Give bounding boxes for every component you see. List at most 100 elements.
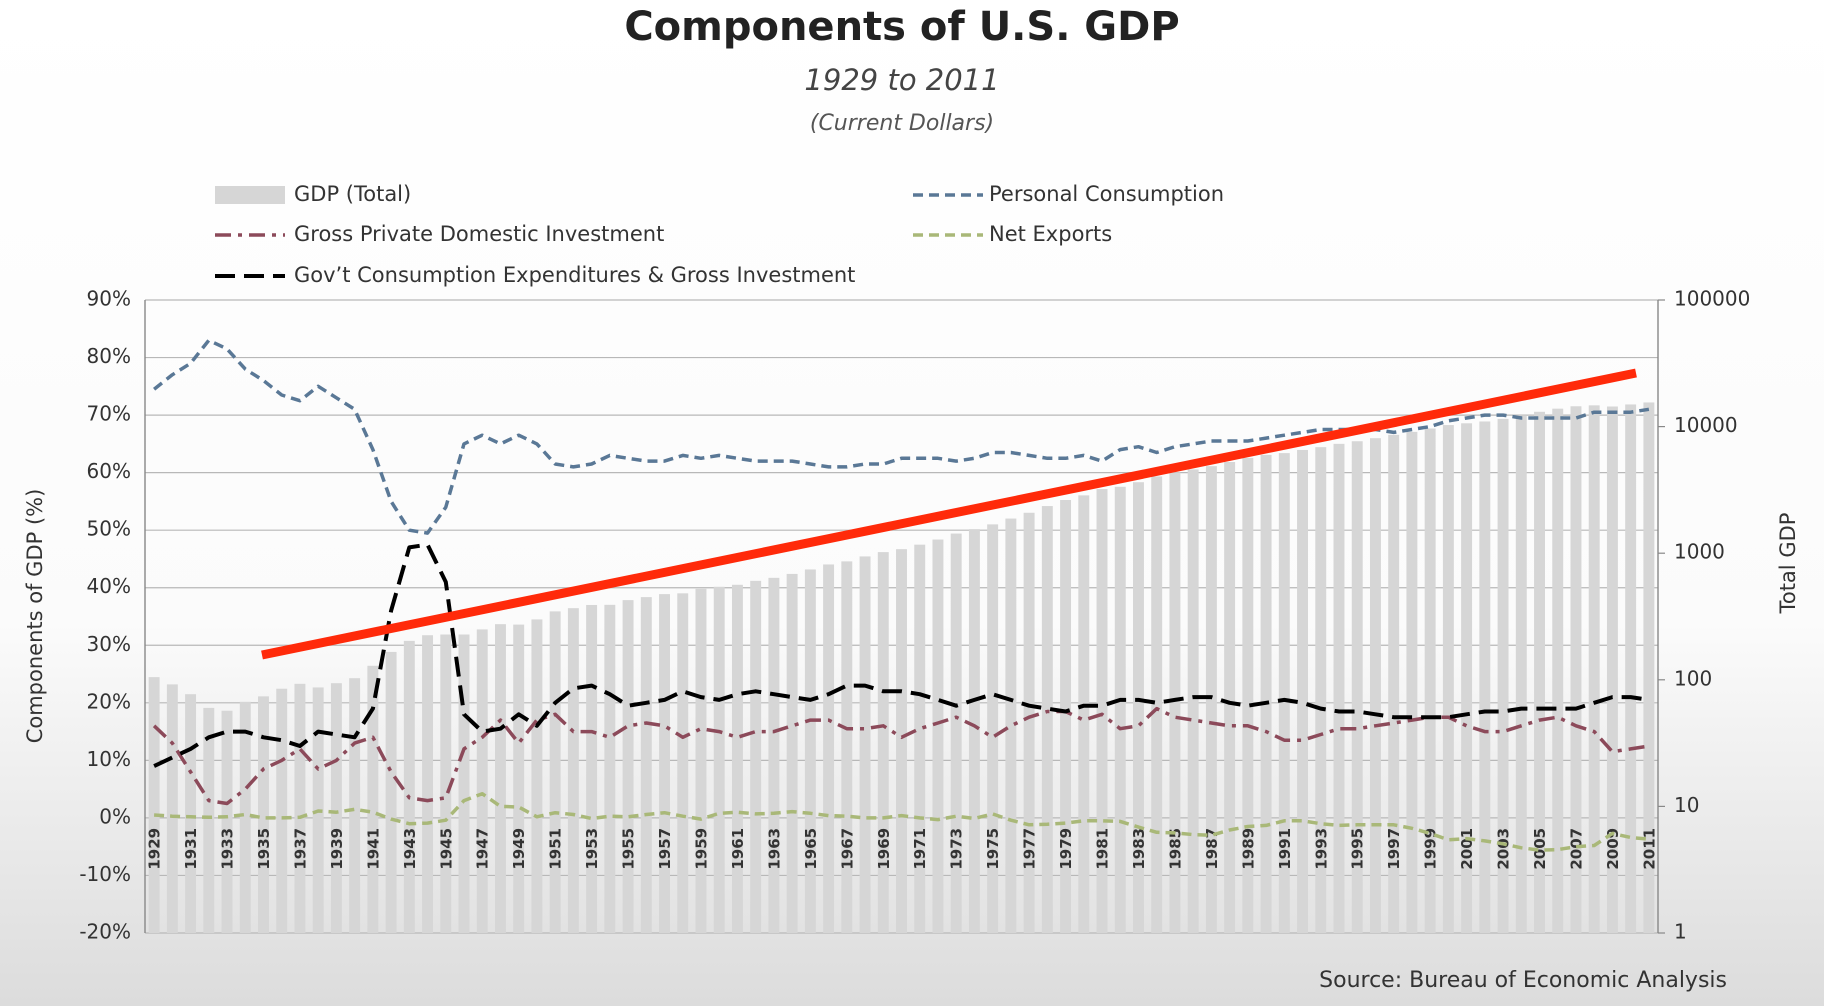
bar: [1078, 495, 1090, 933]
bar: [258, 696, 269, 933]
y2-tick-label: 10000: [1674, 413, 1738, 437]
y2-axis-title: Total GDP: [1776, 513, 1800, 615]
bar: [1588, 405, 1600, 933]
bar: [1351, 441, 1363, 933]
bar: [1369, 438, 1381, 933]
y-tick-label: 80%: [87, 344, 131, 368]
bar: [1442, 425, 1454, 933]
bar: [695, 588, 707, 933]
x-tick-label: 1951: [547, 828, 565, 870]
y-tick-label: 10%: [87, 747, 131, 771]
x-tick-label: 1939: [328, 828, 346, 870]
x-tick-label: 2001: [1458, 828, 1476, 870]
y2-tick-label: 100: [1674, 666, 1712, 690]
x-tick-label: 1969: [875, 828, 893, 870]
bar: [604, 604, 616, 933]
bar: [1060, 499, 1072, 933]
bar: [1534, 411, 1545, 933]
bar: [841, 561, 853, 933]
bar: [1023, 512, 1035, 933]
x-tick-label: 1977: [1021, 828, 1039, 870]
x-tick-label: 1933: [219, 828, 237, 870]
y-tick-label: -10%: [79, 862, 131, 886]
y-tick-label: 30%: [87, 632, 131, 656]
x-tick-label: 1961: [729, 828, 747, 870]
bar: [1424, 428, 1436, 933]
x-tick-label: 2005: [1531, 828, 1549, 870]
x-tick-label: 1995: [1349, 828, 1367, 870]
bar: [148, 677, 160, 933]
x-tick-label: 1981: [1094, 828, 1112, 870]
y2-tick-label: 1000: [1674, 540, 1725, 564]
x-tick-label: 1943: [401, 828, 419, 870]
x-tick-label: 2007: [1567, 828, 1585, 870]
bar: [987, 524, 999, 933]
y-axis-title: Components of GDP (%): [23, 489, 47, 744]
bar: [932, 539, 944, 933]
bar: [549, 611, 561, 933]
y-tick-label: 40%: [87, 574, 131, 598]
x-tick-label: 1973: [948, 828, 966, 870]
x-tick-label: 1993: [1312, 828, 1330, 870]
chart-title: Components of U.S. GDP: [624, 4, 1179, 50]
bar: [1515, 415, 1527, 934]
bar: [1278, 453, 1290, 933]
line: [153, 791, 1650, 852]
plot-area: -20% -10% 0% 10% 20% 30% 40% 50% 60% 70% 80% 90% 1 10…: [79, 287, 1750, 944]
bar: [1297, 449, 1309, 933]
chart-subtitle: 1929 to 2011: [804, 63, 999, 97]
bar: [1315, 447, 1327, 933]
bar: [1224, 461, 1236, 933]
bar: [1570, 406, 1582, 934]
bar: [494, 624, 506, 933]
x-tick-label: 1987: [1203, 828, 1221, 870]
x-tick-label: 1953: [583, 828, 601, 870]
bar: [294, 683, 306, 933]
bar: [367, 665, 379, 933]
bar: [804, 569, 816, 933]
bar: [166, 684, 178, 933]
bar: [567, 608, 579, 933]
bar: [1479, 421, 1491, 933]
bar: [458, 634, 470, 933]
x-tick-label: 1979: [1057, 828, 1075, 870]
bar: [968, 529, 980, 933]
bar: [731, 584, 743, 933]
x-tick-label: 1975: [984, 828, 1002, 870]
legend-label: Net Exports: [989, 222, 1112, 246]
legend-swatch: [215, 186, 285, 204]
x-tick-label: 1965: [802, 828, 820, 870]
bar: [1625, 404, 1637, 933]
x-tick-label: 1959: [692, 828, 710, 870]
bar: [1169, 472, 1181, 933]
chart-note: (Current Dollars): [810, 111, 994, 136]
bar: [950, 533, 962, 933]
x-tick-label: 1963: [765, 828, 783, 870]
bar: [1114, 486, 1126, 933]
bar: [185, 694, 197, 933]
x-tick-label: 1937: [291, 828, 309, 870]
x-tick-label: 1935: [255, 828, 273, 870]
y-tick-label: 20%: [87, 689, 131, 713]
bar: [786, 573, 798, 933]
bar: [1388, 434, 1400, 933]
line: [152, 706, 1650, 806]
x-tick-label: 1971: [911, 828, 929, 870]
bar: [1461, 423, 1473, 933]
line: [153, 542, 1650, 768]
y-tick-label: 0%: [99, 804, 131, 828]
x-tick-label: 1985: [1166, 828, 1184, 870]
bar: [239, 701, 251, 933]
bar: [203, 707, 215, 933]
bar: [1205, 466, 1217, 933]
bar: [221, 710, 233, 933]
bar: [1041, 506, 1053, 933]
x-tick-label: 1967: [838, 828, 856, 870]
bar: [1552, 408, 1564, 933]
bar: [1497, 418, 1509, 933]
x-tick-label: 2009: [1604, 828, 1622, 870]
y-tick-label: 90%: [87, 287, 131, 311]
line: [153, 338, 1650, 535]
bar: [385, 651, 397, 933]
bar: [713, 586, 725, 933]
